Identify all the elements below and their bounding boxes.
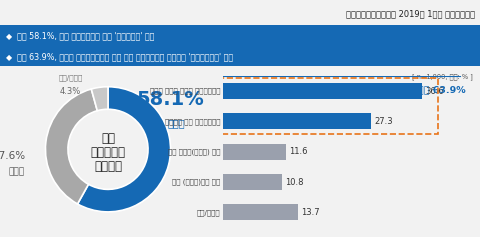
Text: 4.3%: 4.3% — [60, 87, 81, 96]
Text: 중재자 역할을 위해 가장 바람직한 방법: 중재자 역할을 위해 가장 바람직한 방법 — [287, 41, 409, 50]
Text: 남북 고위급(장관급) 회담: 남북 고위급(장관급) 회담 — [168, 148, 220, 155]
Text: 대복 (대통령)특사 파견: 대복 (대통령)특사 파견 — [172, 179, 220, 185]
Text: 낙관적: 낙관적 — [168, 118, 185, 128]
Bar — [223, 205, 298, 220]
Bar — [223, 144, 286, 160]
Bar — [223, 83, 422, 99]
Text: 27.3: 27.3 — [374, 117, 393, 126]
Wedge shape — [91, 87, 108, 111]
Text: 남북정상회담 63.9%: 남북정상회담 63.9% — [395, 86, 465, 95]
Text: ◆  국민 63.9%, 문재인 대통령의중재자 역할 위해 가장비람직한 방법으로 '남북정상회담' 선택: ◆ 국민 63.9%, 문재인 대통령의중재자 역할 위해 가장비람직한 방법으… — [6, 53, 233, 62]
Text: 58.1%: 58.1% — [136, 90, 204, 109]
Text: 민주평화통일자문회의 2019년 1분기 통일여론조사: 민주평화통일자문회의 2019년 1분기 통일여론조사 — [346, 9, 475, 18]
Text: 북미비핵화: 북미비핵화 — [91, 146, 125, 159]
Text: 모름/무응답: 모름/무응답 — [197, 209, 220, 216]
Bar — [223, 114, 372, 129]
Bar — [223, 174, 282, 190]
Text: 모름/무응답: 모름/무응답 — [58, 75, 83, 82]
Text: 36.6: 36.6 — [425, 87, 444, 96]
Text: ◆  국민 58.1%, 향후 북미간비핵화 협상 '낙관적이다' 응답: ◆ 국민 58.1%, 향후 북미간비핵화 협상 '낙관적이다' 응답 — [6, 31, 154, 40]
Wedge shape — [46, 89, 97, 204]
Text: 37.6%: 37.6% — [0, 151, 25, 161]
Text: 공식적인 서울 남북정상회담: 공식적인 서울 남북정상회담 — [165, 118, 220, 125]
Text: 협상전망: 협상전망 — [94, 160, 122, 173]
FancyBboxPatch shape — [0, 25, 480, 66]
Text: 13.7: 13.7 — [301, 208, 319, 217]
Text: 비관적: 비관적 — [9, 168, 25, 177]
Text: 향후: 향후 — [101, 132, 115, 145]
Text: 11.6: 11.6 — [289, 147, 308, 156]
Text: [ n=1,000, 단위: % ]: [ n=1,000, 단위: % ] — [412, 74, 473, 80]
Text: 10.8: 10.8 — [285, 178, 303, 187]
Text: 판문점 동에서 실무형 남북정상회담: 판문점 동에서 실무형 남북정상회담 — [150, 88, 220, 94]
Wedge shape — [77, 87, 170, 212]
